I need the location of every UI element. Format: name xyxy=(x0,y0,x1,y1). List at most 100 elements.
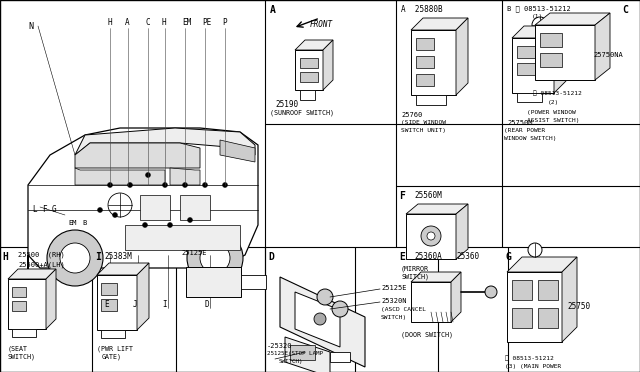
Polygon shape xyxy=(280,277,365,367)
Polygon shape xyxy=(300,90,315,100)
Text: A: A xyxy=(125,18,130,27)
Text: 25125E: 25125E xyxy=(181,250,207,256)
Text: 25320N: 25320N xyxy=(381,298,406,304)
Polygon shape xyxy=(507,272,562,342)
Text: E: E xyxy=(399,252,405,262)
Bar xyxy=(125,225,240,250)
Polygon shape xyxy=(186,267,241,297)
Circle shape xyxy=(528,243,542,257)
Text: H: H xyxy=(2,252,8,262)
Bar xyxy=(140,195,170,220)
Text: 25760: 25760 xyxy=(401,112,422,118)
Circle shape xyxy=(97,208,102,212)
Text: 25125E(STOP LAMP: 25125E(STOP LAMP xyxy=(267,351,323,356)
Circle shape xyxy=(47,230,103,286)
Polygon shape xyxy=(554,26,566,93)
Text: SWITCH UNIT): SWITCH UNIT) xyxy=(401,128,446,133)
Text: 25125E: 25125E xyxy=(381,285,406,291)
Text: D: D xyxy=(268,252,274,262)
Polygon shape xyxy=(8,269,56,279)
Text: (MIRROR: (MIRROR xyxy=(401,266,429,273)
Text: (ASCD CANCEL: (ASCD CANCEL xyxy=(381,307,426,312)
Text: F: F xyxy=(42,205,47,214)
Bar xyxy=(538,308,558,328)
Text: H: H xyxy=(162,18,166,27)
Polygon shape xyxy=(97,263,149,275)
Text: (SIDE WINDOW: (SIDE WINDOW xyxy=(401,120,446,125)
Polygon shape xyxy=(411,272,461,282)
Text: GATE): GATE) xyxy=(102,353,122,359)
Polygon shape xyxy=(28,128,258,285)
Polygon shape xyxy=(595,13,610,80)
Text: (POWER WINDOW: (POWER WINDOW xyxy=(527,110,576,115)
Bar xyxy=(512,280,532,300)
Ellipse shape xyxy=(179,267,193,297)
Circle shape xyxy=(202,183,207,187)
Polygon shape xyxy=(416,95,446,105)
Circle shape xyxy=(532,17,548,33)
Polygon shape xyxy=(411,282,451,322)
Polygon shape xyxy=(8,279,46,329)
Text: N: N xyxy=(28,22,33,31)
Text: (SUNROOF SWITCH): (SUNROOF SWITCH) xyxy=(270,110,334,116)
Text: 25750NA: 25750NA xyxy=(593,52,623,58)
Text: SWITCH): SWITCH) xyxy=(8,353,36,359)
Text: -25320: -25320 xyxy=(267,343,292,349)
Polygon shape xyxy=(137,263,149,330)
Text: Ⓢ 08513-51212: Ⓢ 08513-51212 xyxy=(533,90,582,96)
Text: (3) (MAIN POWER: (3) (MAIN POWER xyxy=(505,364,561,369)
Bar xyxy=(300,58,318,68)
Circle shape xyxy=(145,173,150,177)
Text: C: C xyxy=(622,5,628,15)
Circle shape xyxy=(427,232,435,240)
Ellipse shape xyxy=(234,267,248,297)
Circle shape xyxy=(187,230,243,286)
Bar xyxy=(540,53,562,67)
Polygon shape xyxy=(456,204,468,259)
Polygon shape xyxy=(295,40,333,50)
Polygon shape xyxy=(512,26,566,38)
Text: I: I xyxy=(95,252,100,262)
Text: (REAR POWER: (REAR POWER xyxy=(504,128,545,133)
Text: (1): (1) xyxy=(532,14,543,19)
Bar xyxy=(300,72,318,82)
Bar xyxy=(416,56,434,68)
Circle shape xyxy=(223,183,227,187)
Polygon shape xyxy=(330,352,350,362)
Text: WINDOW SWITCH): WINDOW SWITCH) xyxy=(504,136,557,141)
Text: (SEAT: (SEAT xyxy=(8,345,28,352)
Text: L: L xyxy=(32,205,36,214)
Text: (DOOR SWITCH): (DOOR SWITCH) xyxy=(401,332,453,339)
Circle shape xyxy=(485,286,497,298)
Bar xyxy=(290,345,315,360)
Text: D: D xyxy=(205,300,209,309)
Text: G: G xyxy=(52,205,56,214)
Text: P: P xyxy=(222,18,227,27)
Polygon shape xyxy=(562,257,577,342)
Polygon shape xyxy=(406,204,468,214)
Bar xyxy=(180,195,210,220)
Circle shape xyxy=(317,289,333,305)
Circle shape xyxy=(60,243,90,273)
Text: 25360: 25360 xyxy=(456,252,479,261)
Text: 25560M: 25560M xyxy=(414,191,442,200)
Polygon shape xyxy=(241,275,266,289)
Polygon shape xyxy=(295,50,323,90)
Circle shape xyxy=(314,313,326,325)
Text: EM: EM xyxy=(182,18,191,27)
Polygon shape xyxy=(406,214,456,259)
Text: 25360A: 25360A xyxy=(414,252,442,261)
Text: SWITCH): SWITCH) xyxy=(401,274,429,280)
Polygon shape xyxy=(507,257,577,272)
Circle shape xyxy=(108,183,113,187)
Text: 25190: 25190 xyxy=(275,100,298,109)
Polygon shape xyxy=(535,13,610,25)
Circle shape xyxy=(168,222,173,228)
Polygon shape xyxy=(535,25,595,80)
Text: Ⓢ 08513-51212: Ⓢ 08513-51212 xyxy=(505,355,554,360)
Circle shape xyxy=(113,212,118,218)
Polygon shape xyxy=(97,275,137,330)
Circle shape xyxy=(188,218,193,222)
Bar xyxy=(512,308,532,328)
Bar xyxy=(416,74,434,86)
